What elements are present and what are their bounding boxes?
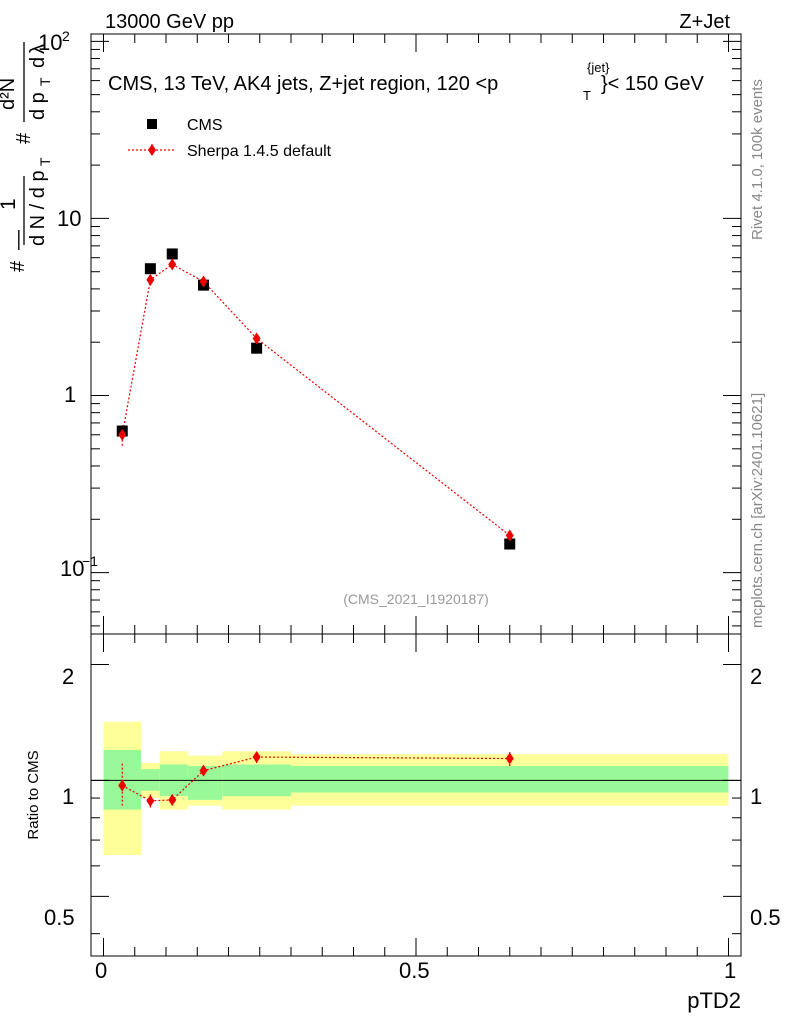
- plot-title-main: CMS, 13 TeV, AK4 jets, Z+jet region, 120…: [108, 73, 498, 95]
- ratio-y-axis-label: Ratio to CMS: [25, 750, 42, 839]
- svg-text:d²N: d²N: [0, 78, 19, 110]
- ytick-label-100-base: 10: [38, 30, 62, 55]
- xtick-0: 0: [95, 958, 107, 983]
- cms-point: [504, 538, 516, 550]
- x-axis-label: pTD2: [687, 988, 741, 1013]
- ytick-label-1: 1: [64, 382, 76, 407]
- ratio-ytick-0.5-left: 0.5: [44, 905, 75, 930]
- legend: CMS Sherpa 1.4.5 default: [128, 117, 332, 160]
- svg-text:d N / d p: d N / d p: [27, 170, 49, 246]
- header-left: 13000 GeV pp: [105, 11, 234, 33]
- legend-cms-marker: [147, 119, 157, 129]
- sherpa-point: [505, 529, 514, 542]
- sherpa-line: [121, 263, 511, 536]
- ratio-sherpa-point: [505, 752, 514, 765]
- uncertainty-bands: [91, 721, 741, 856]
- plot-title: CMS, 13 TeV, AK4 jets, Z+jet region, 120…: [108, 60, 705, 103]
- rivet-label: Rivet 4.1.0, 100k events: [749, 79, 766, 240]
- ratio-sherpa-point: [118, 779, 127, 792]
- ytick-label-0.1-base: 10: [60, 556, 84, 581]
- mcplots-label: mcplots.cern.ch [arXiv:2401.10621]: [749, 393, 766, 628]
- sherpa-point: [118, 428, 127, 441]
- ratio-ytick-0.5-right: 0.5: [750, 905, 781, 930]
- cms-point: [251, 342, 263, 354]
- sherpa-point: [252, 332, 261, 345]
- data-marks: [116, 248, 516, 808]
- svg-text:1: 1: [0, 198, 20, 210]
- svg-text:d p: d p: [27, 92, 49, 120]
- axis-ticks: [91, 34, 741, 956]
- svg-text:#: #: [13, 132, 35, 144]
- ratio-ytick-2-left: 2: [62, 664, 74, 689]
- cms-point: [166, 248, 178, 260]
- svg-text:#: #: [7, 260, 29, 272]
- plot-title-sup: {jet}: [587, 60, 610, 75]
- svg-text:T: T: [37, 77, 53, 86]
- sherpa-point: [168, 258, 177, 271]
- ratio-ytick-2-right: 2: [750, 664, 762, 689]
- svg-text:T: T: [37, 157, 53, 166]
- ratio-sherpa-point: [168, 793, 177, 806]
- ratio-sherpa-point: [146, 794, 155, 807]
- ratio-sherpa-point: [252, 751, 261, 764]
- sherpa-point: [146, 273, 155, 286]
- main-y-axis-label: # — 1 d N / d p T # d²N d p T d λ: [0, 42, 53, 272]
- legend-sherpa-label: Sherpa 1.4.5 default: [187, 143, 332, 160]
- xtick-0.5: 0.5: [399, 958, 430, 983]
- ratio-sherpa-line: [121, 756, 510, 802]
- legend-sherpa-marker: [148, 144, 156, 156]
- ratio-sherpa-point: [199, 764, 208, 777]
- cms-point: [144, 263, 156, 275]
- svg-text:λ: λ: [27, 44, 49, 54]
- ratio-ytick-1-right: 1: [750, 784, 762, 809]
- xtick-1: 1: [724, 958, 736, 983]
- legend-cms-label: CMS: [187, 117, 223, 134]
- svg-text:—: —: [7, 230, 29, 250]
- sherpa-point: [199, 275, 208, 288]
- plot-title-tail: }< 150 GeV: [601, 73, 705, 95]
- ratio-ytick-1-left: 1: [62, 784, 74, 809]
- header-right: Z+Jet: [679, 11, 730, 33]
- svg-text:d: d: [27, 57, 49, 68]
- ytick-label-10: 10: [57, 206, 81, 231]
- watermark: (CMS_2021_I1920187): [343, 591, 489, 607]
- plot-title-sub: T: [583, 88, 591, 103]
- ytick-label-100-exp: 2: [62, 28, 70, 44]
- band-inner-5: [291, 766, 729, 793]
- ytick-label-0.1-exp: −1: [82, 553, 98, 569]
